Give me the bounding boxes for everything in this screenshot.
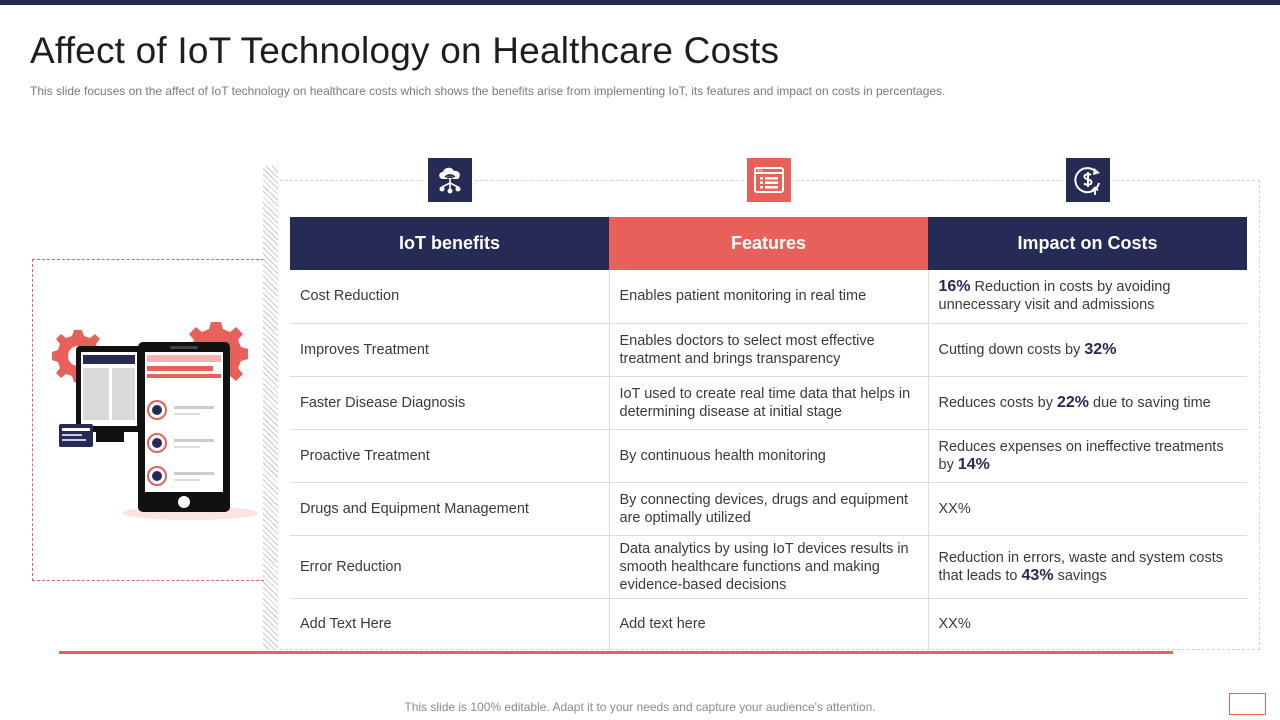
feature-cell: Data analytics by using IoT devices resu… (609, 535, 929, 599)
impact-text: Reduces costs by (938, 394, 1057, 411)
impact-percent: 16% (938, 278, 971, 296)
impact-percent: 32% (1084, 340, 1117, 358)
table-row: Drugs and Equipment Management By connec… (290, 482, 1247, 536)
benefit-cell: Cost Reduction (290, 270, 610, 324)
table-row: Faster Disease Diagnosis IoT used to cre… (290, 376, 1247, 430)
table-row: Cost Reduction Enables patient monitorin… (290, 270, 1247, 324)
feature-cell: IoT used to create real time data that h… (609, 376, 929, 430)
impact-cell: Reduces expenses on ineffective treatmen… (928, 429, 1247, 483)
header-impact-on-costs: Impact on Costs (928, 217, 1247, 270)
benefit-cell: Proactive Treatment (290, 429, 610, 483)
header-iot-benefits: IoT benefits (290, 217, 609, 270)
table-row: Proactive Treatment By continuous health… (290, 429, 1247, 483)
impact-text: Reduces expenses on ineffective treatmen… (938, 438, 1224, 473)
table-row: Error Reduction Data analytics by using … (290, 535, 1247, 599)
iot-devices-illustration (52, 322, 258, 520)
impact-percent: 22% (1056, 393, 1090, 411)
impact-percent: 43% (1021, 566, 1054, 584)
features-icon-box (744, 155, 794, 205)
impact-cell: Reduces costs by 22% due to saving time (928, 376, 1247, 430)
impact-cell: 16% Reduction in costs by avoiding unnec… (928, 270, 1247, 324)
benefit-cell: Faster Disease Diagnosis (290, 376, 610, 430)
feature-cell: By continuous health monitoring (609, 429, 929, 483)
impact-text: XX% (938, 500, 971, 517)
slide-subtitle: This slide focuses on the affect of IoT … (30, 84, 946, 98)
table-header-row: IoT benefits Features Impact on Costs (290, 217, 1247, 270)
card-icon (59, 424, 93, 447)
bottom-accent-line (59, 651, 1173, 654)
impact-cell: Cutting down costs by 32% (928, 323, 1247, 377)
impact-text: due to saving time (1089, 394, 1211, 411)
table-row: Improves Treatment Enables doctors to se… (290, 323, 1247, 377)
dollar-cycle-icon (1074, 167, 1100, 195)
top-accent-bar (0, 0, 1280, 5)
feature-cell: Enables patient monitoring in real time (609, 270, 929, 324)
feature-cell: Add text here (609, 598, 929, 650)
benefit-cell: Add Text Here (290, 598, 610, 650)
feature-cell: By connecting devices, drugs and equipme… (609, 482, 929, 536)
feature-cell: Enables doctors to select most effective… (609, 323, 929, 377)
benefit-cell: Improves Treatment (290, 323, 610, 377)
list-window-icon (754, 167, 784, 193)
impact-percent: 14% (957, 455, 990, 473)
impact-icon-box (1063, 155, 1113, 205)
table-row: Add Text Here Add text here XX% (290, 598, 1247, 650)
smartphone-icon (138, 342, 230, 512)
impact-cell: XX% (928, 482, 1247, 536)
footer-note: This slide is 100% editable. Adapt it to… (404, 700, 876, 714)
cloud-network-icon (439, 167, 461, 194)
hatch-divider (263, 166, 278, 650)
benefit-cell: Drugs and Equipment Management (290, 482, 610, 536)
impact-text: Cutting down costs by (938, 341, 1085, 358)
impact-text: XX% (938, 616, 971, 633)
impact-text: Reduction in costs by avoiding unnecessa… (938, 279, 1171, 314)
impact-text: savings (1053, 567, 1107, 584)
iot-cost-table: IoT benefits Features Impact on Costs Co… (290, 217, 1247, 650)
monitor-icon (76, 346, 142, 442)
benefit-cell: Error Reduction (290, 535, 610, 599)
benefits-icon-box (425, 155, 475, 205)
illustration-frame (32, 259, 264, 581)
impact-text: Reduction in errors, waste and system co… (938, 549, 1223, 584)
impact-cell: Reduction in errors, waste and system co… (928, 535, 1247, 599)
corner-accent-box (1229, 693, 1266, 715)
header-features: Features (609, 217, 928, 270)
impact-cell: XX% (928, 598, 1247, 650)
slide-title: Affect of IoT Technology on Healthcare C… (30, 30, 780, 71)
